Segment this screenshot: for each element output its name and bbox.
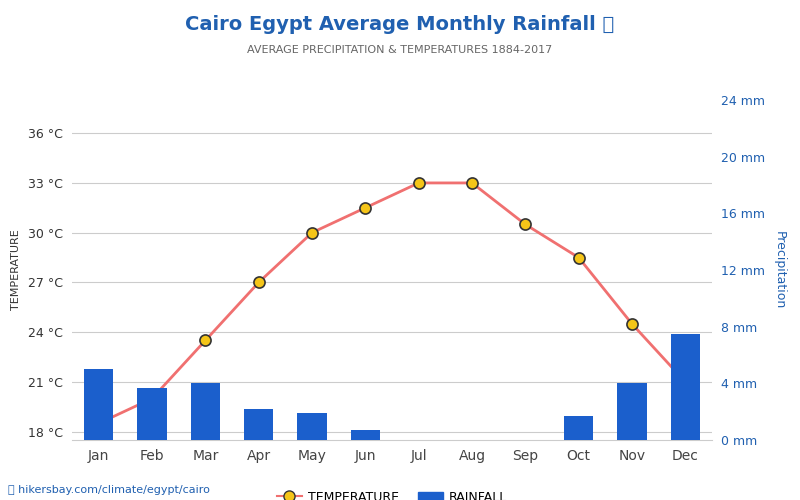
Bar: [190, 384, 220, 440]
Text: Cairo Egypt Average Monthly Rainfall 🌧: Cairo Egypt Average Monthly Rainfall 🌧: [186, 15, 614, 34]
Bar: [618, 384, 646, 440]
Y-axis label: Precipitation: Precipitation: [773, 231, 786, 309]
Bar: [138, 388, 166, 440]
Bar: [670, 334, 700, 440]
Bar: [564, 416, 594, 440]
Legend: TEMPERATURE, RAINFALL: TEMPERATURE, RAINFALL: [272, 486, 512, 500]
Text: AVERAGE PRECIPITATION & TEMPERATURES 1884-2017: AVERAGE PRECIPITATION & TEMPERATURES 188…: [247, 45, 553, 55]
Y-axis label: TEMPERATURE: TEMPERATURE: [11, 230, 21, 310]
Bar: [84, 369, 114, 440]
Text: 📍 hikersbay.com/climate/egypt/cairo: 📍 hikersbay.com/climate/egypt/cairo: [8, 485, 210, 495]
Bar: [298, 413, 326, 440]
Bar: [244, 409, 274, 440]
Bar: [350, 430, 380, 440]
